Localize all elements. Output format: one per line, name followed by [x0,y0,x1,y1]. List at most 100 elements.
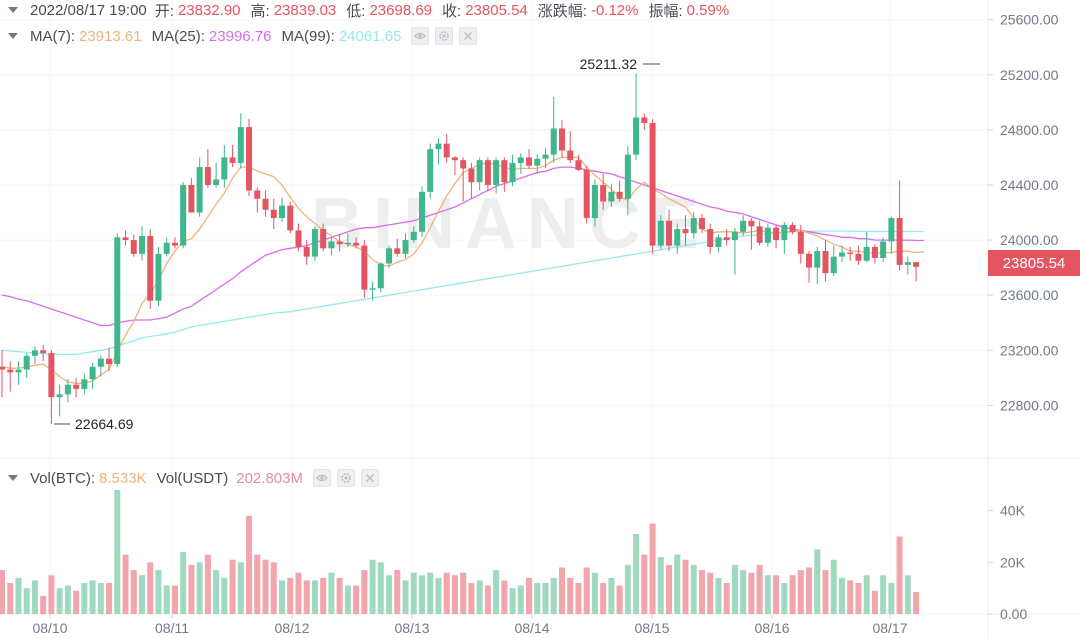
candle-body [657,220,664,246]
volume-bar [904,575,911,614]
volume-bar [377,562,384,614]
candle-body [501,160,508,183]
collapse-arrow-icon[interactable] [8,33,18,39]
high-low-markers: 25211.32 22664.69 [54,56,660,432]
volume-bar [246,515,253,614]
volume-bar [476,580,483,614]
volume-bar [616,585,623,614]
candle-body [377,263,384,289]
volume-bar [386,575,393,614]
candle-body [64,384,71,395]
candle-body [7,369,14,373]
volume-bar [838,577,845,614]
candle-body [740,220,747,232]
candle-body [583,169,590,219]
volume-bar [336,577,343,614]
candle-body [311,229,318,257]
candle-body [73,384,80,389]
candle-body [361,245,368,290]
candle-body [48,353,55,398]
volume-bar [229,559,236,614]
candle-body [295,230,302,247]
volume-bar [600,583,607,614]
volume-bar [73,590,80,614]
close-icon[interactable] [459,27,478,45]
candle-body [575,160,582,170]
volume-bar [913,592,920,614]
volume-bar [517,585,524,614]
volume-bar [369,559,376,614]
candle-body [707,229,714,247]
volume-bar [666,564,673,614]
candle-body [484,160,491,185]
volume-bar [871,590,878,614]
vol-btc-value: 8.533K [99,469,147,487]
ma25-label: MA(25): [151,27,205,45]
high-price-marker: 25211.32 [580,56,638,72]
ma-info-row: MA(7): 23913.61 MA(25): 23996.76 MA(99):… [0,26,483,46]
settings-icon[interactable] [336,469,355,487]
candle-body [418,191,425,232]
volume-bar [484,585,491,614]
volume-bar [451,575,458,614]
candle-body [435,143,442,150]
volume-bar [880,575,887,614]
date-tick-label: 08/16 [754,620,789,636]
volume-bar [534,583,541,614]
price-tick-label: 24400.00 [1000,177,1059,193]
candle-body [353,242,360,246]
change-label: 涨跌幅: [537,2,587,20]
volume-bar [608,577,615,614]
candle-body [147,235,154,301]
candle-body [402,240,409,254]
vol-usdt-label: Vol(USDT) [156,469,229,487]
volume-bar [542,583,549,614]
candle-body [427,149,434,192]
volume-bar [896,536,903,614]
candle-body [847,252,854,254]
volume-bar [163,585,170,614]
price-tick-label: 22800.00 [1000,397,1059,413]
volume-bar [509,588,516,614]
volume-bar [649,523,656,614]
settings-icon[interactable] [435,27,454,45]
collapse-arrow-icon[interactable] [8,475,18,481]
volume-bar [888,583,895,614]
volume-bar [822,570,829,614]
candle-body [493,160,500,185]
close-icon[interactable] [360,469,379,487]
candle-body [138,235,145,254]
current-price-tag: 23805.54 [988,250,1080,276]
candle-body [320,229,327,249]
candle-body [550,128,557,155]
volume-bar [361,570,368,614]
candle-body [122,237,129,241]
candle-body [386,248,393,264]
volume-bar [641,554,648,614]
candle-body [773,227,780,241]
candle-body [204,167,211,185]
volume-bar [353,585,360,614]
candle-body [814,251,821,268]
candle-body [789,224,796,232]
candle-body [797,231,804,254]
eye-icon[interactable] [312,469,331,487]
candle-body [56,394,63,398]
candle-body [237,127,244,163]
eye-icon[interactable] [411,27,430,45]
volume-bar [97,583,104,614]
volume-bar [493,570,500,614]
price-tick-label: 23200.00 [1000,342,1059,358]
candle-body [830,256,837,274]
volume-bar [526,577,533,614]
volume-bar [344,585,351,614]
volume-bar [797,570,804,614]
volume-bar [278,580,285,614]
volume-bar [633,533,640,614]
candle-body [558,128,565,151]
high-value: 23839.03 [273,1,337,19]
volume-bar [262,559,269,614]
candle-body [229,157,236,163]
collapse-arrow-icon[interactable] [8,7,18,13]
